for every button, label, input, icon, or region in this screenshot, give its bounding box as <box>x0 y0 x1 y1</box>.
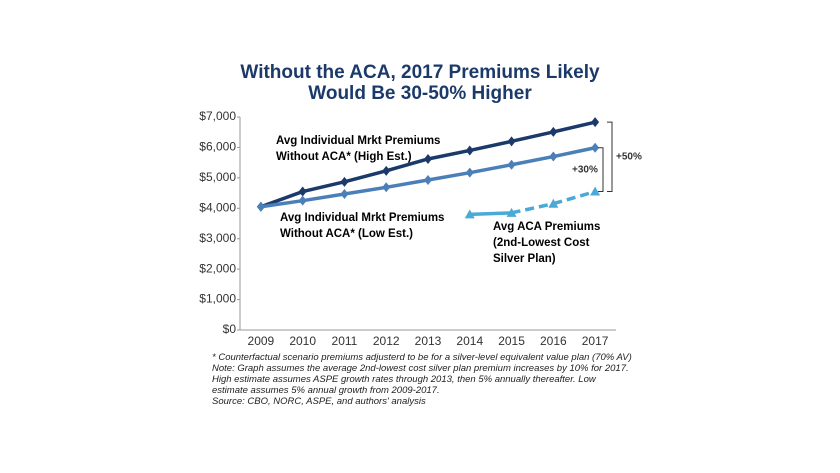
y-tick-label: $6,000 <box>199 140 236 154</box>
y-tick-label: $3,000 <box>199 231 236 245</box>
series-label: Avg ACA Premiums (2nd-Lowest Cost Silver… <box>493 221 601 265</box>
x-tick-label: 2010 <box>289 334 316 348</box>
point <box>298 195 307 206</box>
line-segment <box>511 130 554 144</box>
point <box>549 126 558 137</box>
point <box>507 159 516 170</box>
bracket <box>598 147 604 193</box>
line-segment <box>427 148 471 161</box>
line-segment <box>552 146 596 159</box>
bracket <box>607 121 613 193</box>
x-tick-label: 2015 <box>498 334 525 348</box>
line-segment <box>427 170 471 182</box>
y-tick-label: $5,000 <box>199 170 236 184</box>
point <box>424 153 432 164</box>
line-segment <box>511 202 554 215</box>
point <box>549 151 558 162</box>
y-tick-label: $7,000 <box>199 109 236 123</box>
series-label: Avg Individual Mrkt Premiums Without ACA… <box>280 212 445 240</box>
line-segment <box>344 169 387 184</box>
note: Source: CBO, NORC, ASPE, and authors' an… <box>212 396 426 407</box>
point <box>464 209 475 219</box>
line-segment <box>344 185 387 196</box>
line-segment <box>511 154 554 167</box>
point <box>591 142 600 153</box>
annotation: +30% <box>572 164 598 175</box>
line-segment <box>552 120 596 134</box>
note: Note: Graph assumes the average 2nd-lowe… <box>212 363 629 396</box>
chart-title: Without the ACA, 2017 Premiums Likely Wo… <box>240 62 600 104</box>
point <box>591 117 600 128</box>
point <box>382 165 391 176</box>
line-segment <box>469 211 512 217</box>
line-segment <box>385 157 429 173</box>
point <box>340 176 349 187</box>
line-segment <box>385 178 429 190</box>
line-segment <box>469 139 512 153</box>
point <box>507 136 516 147</box>
point <box>465 145 474 156</box>
y-tick-label: $2,000 <box>199 261 236 275</box>
point <box>548 198 559 208</box>
line-segment <box>552 189 596 206</box>
point <box>424 174 432 185</box>
point <box>340 188 349 199</box>
point <box>590 186 601 196</box>
line-segment <box>302 180 345 194</box>
x-tick-label: 2017 <box>582 334 609 348</box>
x-tick-label: 2014 <box>456 334 483 348</box>
notes: * Counterfactual scenario premiums adjus… <box>212 352 632 407</box>
y-tick-label: $0 <box>223 322 237 336</box>
point <box>465 167 474 178</box>
line-segment <box>302 192 345 203</box>
point <box>382 182 391 193</box>
x-tick-label: 2012 <box>373 334 400 348</box>
x-tick-label: 2011 <box>332 334 358 348</box>
point <box>506 207 517 217</box>
point <box>298 186 307 197</box>
note: * Counterfactual scenario premiums adjus… <box>212 352 632 363</box>
annotation: +50% <box>616 152 642 163</box>
line-segment <box>469 163 512 175</box>
line-segment <box>260 198 303 209</box>
point <box>256 201 265 212</box>
x-tick-label: 2016 <box>540 334 567 348</box>
y-tick-label: $4,000 <box>199 200 236 214</box>
x-tick-label: 2013 <box>415 334 442 348</box>
y-tick-label: $1,000 <box>199 292 236 306</box>
x-tick-label: 2009 <box>248 334 275 348</box>
series-label: Avg Individual Mrkt Premiums Without ACA… <box>276 135 441 163</box>
